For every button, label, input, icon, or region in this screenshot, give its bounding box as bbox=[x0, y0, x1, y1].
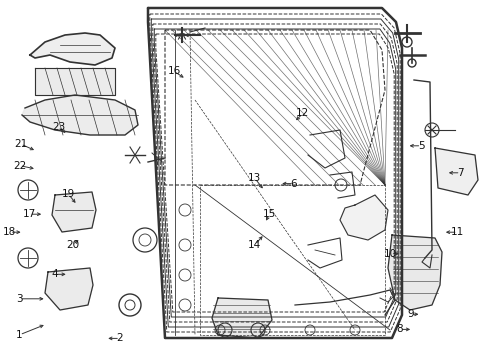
Text: 21: 21 bbox=[14, 139, 27, 149]
Text: 12: 12 bbox=[296, 108, 310, 118]
Polygon shape bbox=[30, 33, 115, 65]
Polygon shape bbox=[212, 298, 272, 338]
Text: 6: 6 bbox=[291, 179, 297, 189]
Text: 4: 4 bbox=[51, 269, 58, 279]
Text: 18: 18 bbox=[3, 227, 17, 237]
Text: 16: 16 bbox=[167, 66, 181, 76]
Text: 11: 11 bbox=[451, 227, 465, 237]
Text: 22: 22 bbox=[13, 161, 26, 171]
Text: 3: 3 bbox=[16, 294, 23, 304]
Polygon shape bbox=[435, 148, 478, 195]
Text: 23: 23 bbox=[52, 122, 66, 132]
Text: 19: 19 bbox=[62, 189, 75, 199]
Polygon shape bbox=[22, 95, 138, 135]
Text: 5: 5 bbox=[418, 141, 425, 151]
Text: 2: 2 bbox=[117, 333, 123, 343]
Text: 9: 9 bbox=[407, 309, 414, 319]
Text: 8: 8 bbox=[396, 324, 403, 334]
Text: 17: 17 bbox=[23, 209, 36, 219]
Text: 1: 1 bbox=[16, 330, 23, 340]
Text: 7: 7 bbox=[457, 168, 464, 178]
Text: 14: 14 bbox=[248, 240, 262, 250]
Polygon shape bbox=[35, 68, 115, 95]
Polygon shape bbox=[340, 195, 388, 240]
Text: 10: 10 bbox=[384, 249, 397, 259]
Text: 15: 15 bbox=[263, 209, 276, 219]
Text: 20: 20 bbox=[66, 240, 79, 250]
Text: 13: 13 bbox=[248, 173, 262, 183]
Polygon shape bbox=[52, 192, 96, 232]
Polygon shape bbox=[388, 235, 442, 310]
Polygon shape bbox=[45, 268, 93, 310]
